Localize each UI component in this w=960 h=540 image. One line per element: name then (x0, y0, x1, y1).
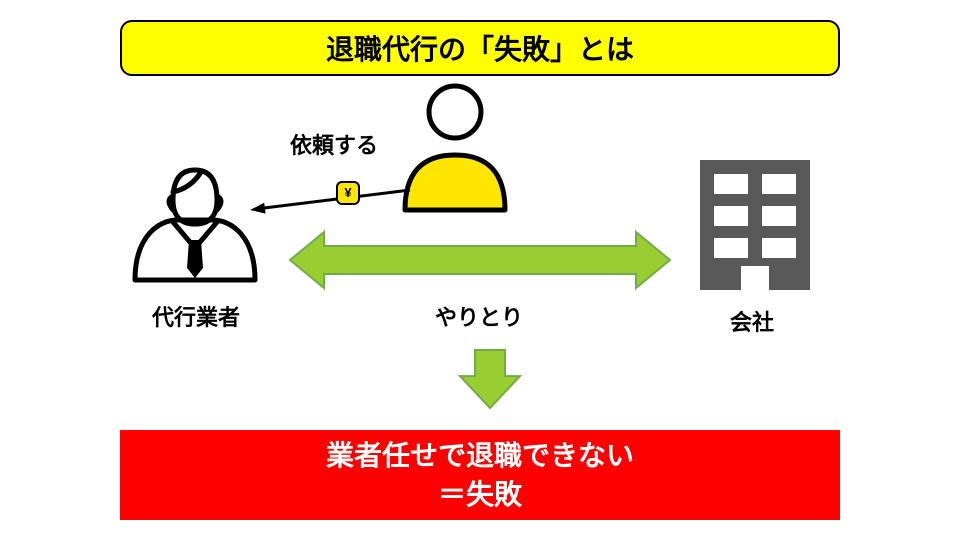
label-exchange: やりとり (435, 300, 523, 332)
person-icon (405, 86, 505, 210)
svg-text:¥: ¥ (344, 185, 352, 200)
double-arrow (290, 232, 670, 288)
label-request-text: 依頼する (290, 133, 378, 158)
label-company: 会社 (730, 305, 774, 337)
conclusion-box: 業者任せで退職できない ＝失敗 (120, 430, 840, 520)
label-request: 依頼する (290, 128, 378, 160)
title-text: 退職代行の「失敗」とは (326, 28, 634, 68)
label-agent: 代行業者 (152, 300, 240, 332)
conclusion-text: 業者任せで退職できない ＝失敗 (326, 436, 634, 514)
label-exchange-text: やりとり (435, 305, 523, 330)
agent-icon (135, 170, 255, 280)
title-box: 退職代行の「失敗」とは (120, 20, 840, 76)
label-agent-text: 代行業者 (152, 305, 240, 330)
label-company-text: 会社 (730, 310, 774, 335)
building-icon (700, 160, 810, 290)
request-arrow: ¥ (250, 182, 410, 214)
down-arrow (460, 350, 520, 408)
